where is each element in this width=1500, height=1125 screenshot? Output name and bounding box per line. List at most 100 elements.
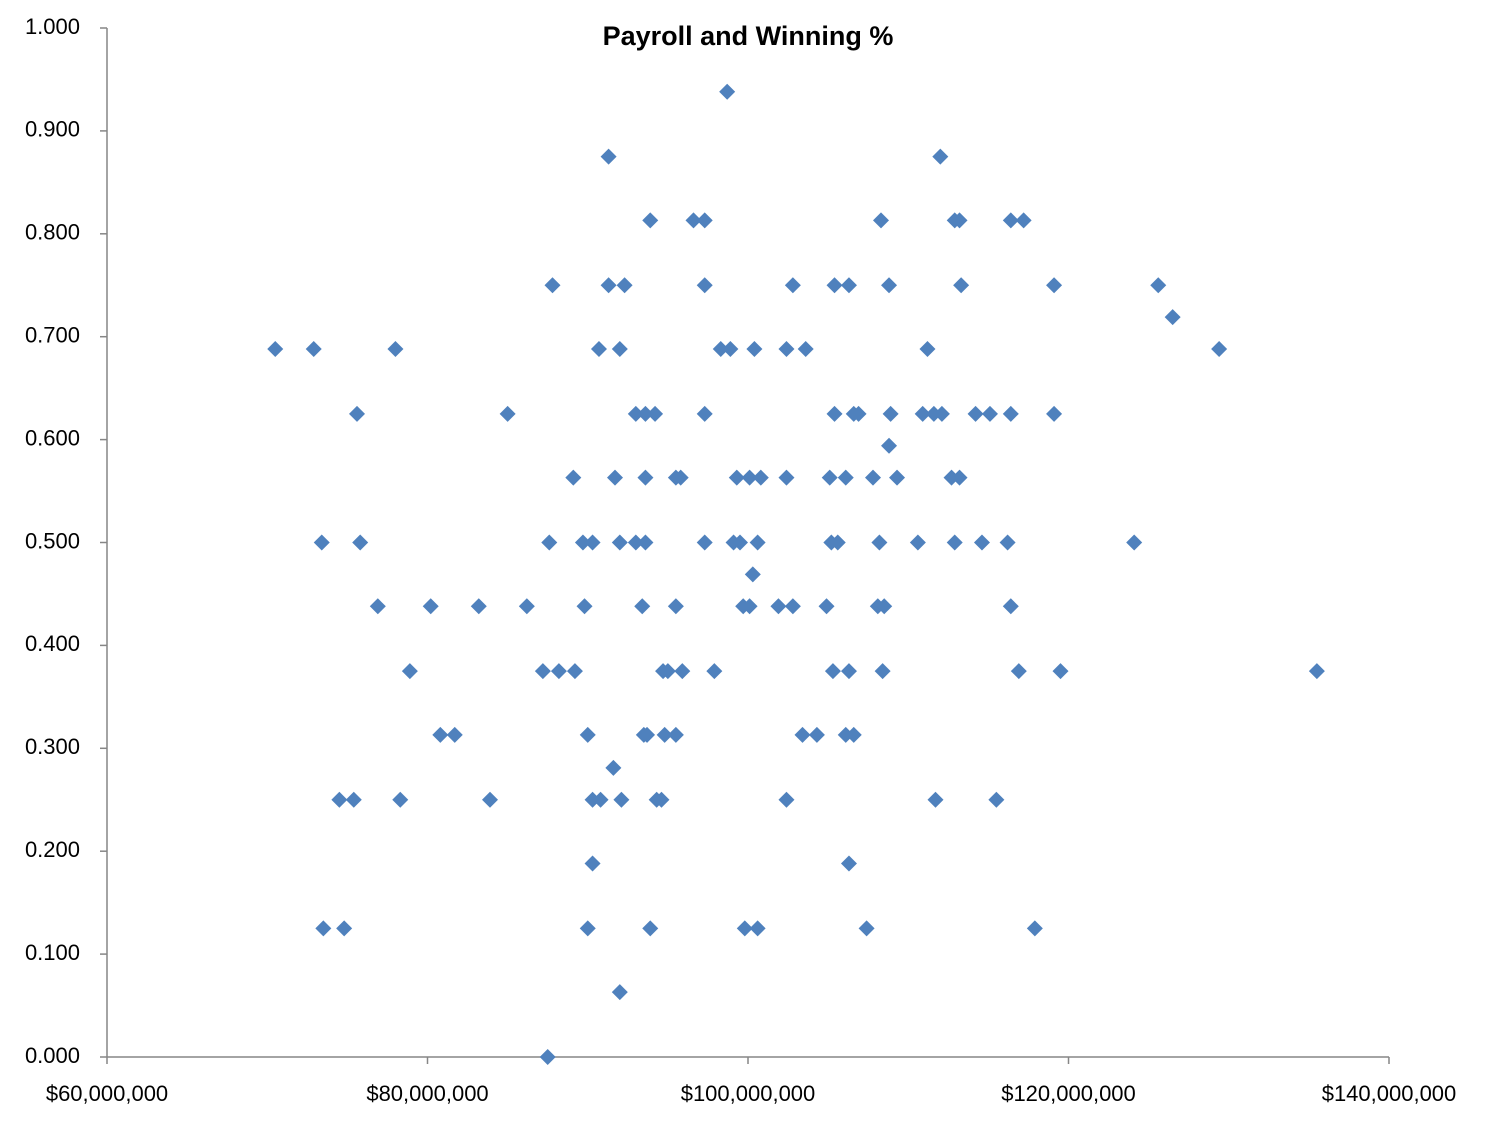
point: [933, 405, 950, 422]
point: [829, 534, 846, 551]
point: [749, 534, 766, 551]
point: [613, 791, 630, 808]
point: [1046, 277, 1063, 294]
point: [826, 405, 843, 422]
point: [778, 791, 795, 808]
point: [392, 791, 409, 808]
point: [1002, 405, 1019, 422]
point: [685, 212, 702, 229]
point: [369, 598, 386, 615]
point: [534, 663, 551, 680]
point: [770, 598, 787, 615]
point: [637, 534, 654, 551]
point: [876, 598, 893, 615]
point: [778, 341, 795, 358]
point: [719, 83, 736, 100]
y-tick-label: 0.500: [25, 528, 80, 553]
point: [634, 598, 651, 615]
point: [539, 1049, 556, 1065]
point: [943, 469, 960, 486]
point: [667, 726, 684, 743]
point: [858, 920, 875, 937]
x-tick-label: $140,000,000: [1322, 1081, 1457, 1106]
point: [550, 663, 567, 680]
point: [784, 598, 801, 615]
point: [267, 341, 284, 358]
point: [840, 663, 857, 680]
point: [345, 791, 362, 808]
point: [647, 405, 664, 422]
point: [744, 566, 761, 583]
point: [981, 405, 998, 422]
point: [352, 534, 369, 551]
point: [499, 405, 516, 422]
point: [387, 341, 404, 358]
point: [778, 469, 795, 486]
point: [821, 469, 838, 486]
point: [999, 534, 1016, 551]
point: [797, 341, 814, 358]
point: [616, 277, 633, 294]
point: [600, 277, 617, 294]
point: [889, 469, 906, 486]
point: [696, 212, 713, 229]
point: [736, 920, 753, 937]
point: [826, 277, 843, 294]
point: [1126, 534, 1143, 551]
point: [518, 598, 535, 615]
point: [845, 726, 862, 743]
point: [967, 405, 984, 422]
point: [953, 277, 970, 294]
point: [627, 405, 644, 422]
point: [659, 663, 676, 680]
point: [1002, 212, 1019, 229]
point: [927, 791, 944, 808]
y-tick-label: 1.000: [25, 14, 80, 39]
point: [642, 212, 659, 229]
point: [818, 598, 835, 615]
point: [592, 791, 609, 808]
point: [706, 663, 723, 680]
point: [784, 277, 801, 294]
point: [639, 726, 656, 743]
point: [642, 920, 659, 937]
point: [566, 663, 583, 680]
point: [446, 726, 463, 743]
point: [1150, 277, 1167, 294]
point: [627, 534, 644, 551]
point: [637, 469, 654, 486]
point: [749, 920, 766, 937]
point: [432, 726, 449, 743]
point: [422, 598, 439, 615]
point: [696, 277, 713, 294]
point: [873, 212, 890, 229]
point: [331, 791, 348, 808]
y-tick-label: 0.900: [25, 117, 80, 142]
point: [611, 984, 628, 1001]
x-tick-label: $80,000,000: [366, 1081, 488, 1106]
point: [667, 598, 684, 615]
point: [871, 534, 888, 551]
point: [741, 469, 758, 486]
point: [696, 534, 713, 551]
point: [541, 534, 558, 551]
point: [882, 405, 899, 422]
point: [611, 341, 628, 358]
point: [881, 277, 898, 294]
point: [909, 534, 926, 551]
point: [315, 920, 332, 937]
point: [574, 534, 591, 551]
y-tick-label: 0.700: [25, 323, 80, 348]
point: [481, 791, 498, 808]
x-tick-label: $60,000,000: [46, 1081, 168, 1106]
point: [584, 534, 601, 551]
y-tick-label: 0.800: [25, 220, 80, 245]
point: [590, 341, 607, 358]
point: [925, 405, 942, 422]
point: [881, 437, 898, 454]
point: [606, 469, 623, 486]
point: [808, 726, 825, 743]
point: [728, 469, 745, 486]
point: [850, 405, 867, 422]
